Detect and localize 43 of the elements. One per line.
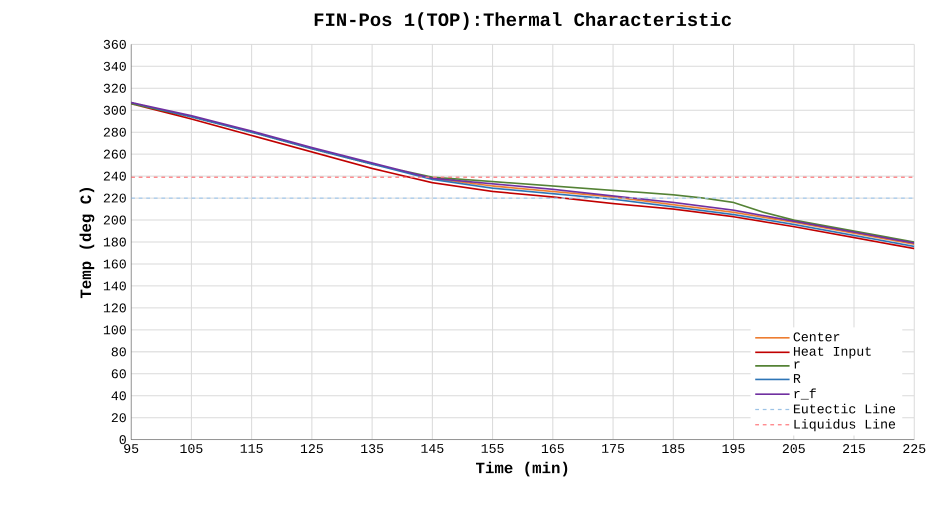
x-tick-label: 135 [361,444,384,454]
y-tick-label: 220 [104,194,126,203]
y-tick-label: 100 [104,326,126,334]
legend-label: Eutectic Line [794,404,896,414]
y-tick-label: 20 [112,413,126,422]
x-tick-label: 165 [542,444,564,454]
y-tick-label: 280 [104,128,126,137]
x-tick-label: 225 [903,444,926,454]
y-tick-label: 120 [104,304,126,313]
y-axis-title: Temp (deg C) [80,188,94,298]
x-tick-label: 195 [722,444,745,454]
legend-label: r_f [794,388,816,400]
x-tick-label: 115 [240,444,263,454]
y-tick-label: 320 [104,84,126,93]
x-tick-label: 215 [843,444,866,454]
x-tick-label: 205 [782,444,805,454]
legend-label: R [794,374,800,383]
y-tick-label: 340 [104,62,126,71]
y-tick-label: 240 [104,172,126,181]
x-tick-label: 175 [602,444,624,454]
x-tick-label: 125 [300,444,323,454]
y-tick-label: 180 [104,238,126,247]
x-tick-label: 95 [124,444,138,454]
y-tick-label: 40 [112,391,126,400]
legend-label: Liquidus Line [794,419,896,432]
x-tick-label: 185 [662,444,684,454]
y-tick-label: 140 [104,282,126,291]
x-axis-title: Time (min) [476,462,568,476]
y-tick-label: 160 [104,260,126,269]
x-tick-label: 155 [482,444,504,454]
y-tick-label: 80 [112,347,126,356]
y-tick-label: 60 [112,369,126,378]
x-tick-label: 105 [180,444,202,454]
chart-title: FIN-Pos 1(TOP):Thermal Characteristic [314,12,732,30]
y-tick-label: 0 [120,435,126,444]
y-tick-label: 260 [104,150,126,159]
legend-label: r [794,362,800,369]
legend-label: Heat Input [794,347,871,359]
y-tick-label: 360 [104,40,126,49]
y-tick-label: 200 [104,216,126,225]
legend-label: Center [794,332,840,342]
y-tick-label: 300 [104,106,126,115]
x-tick-label: 145 [421,444,444,454]
